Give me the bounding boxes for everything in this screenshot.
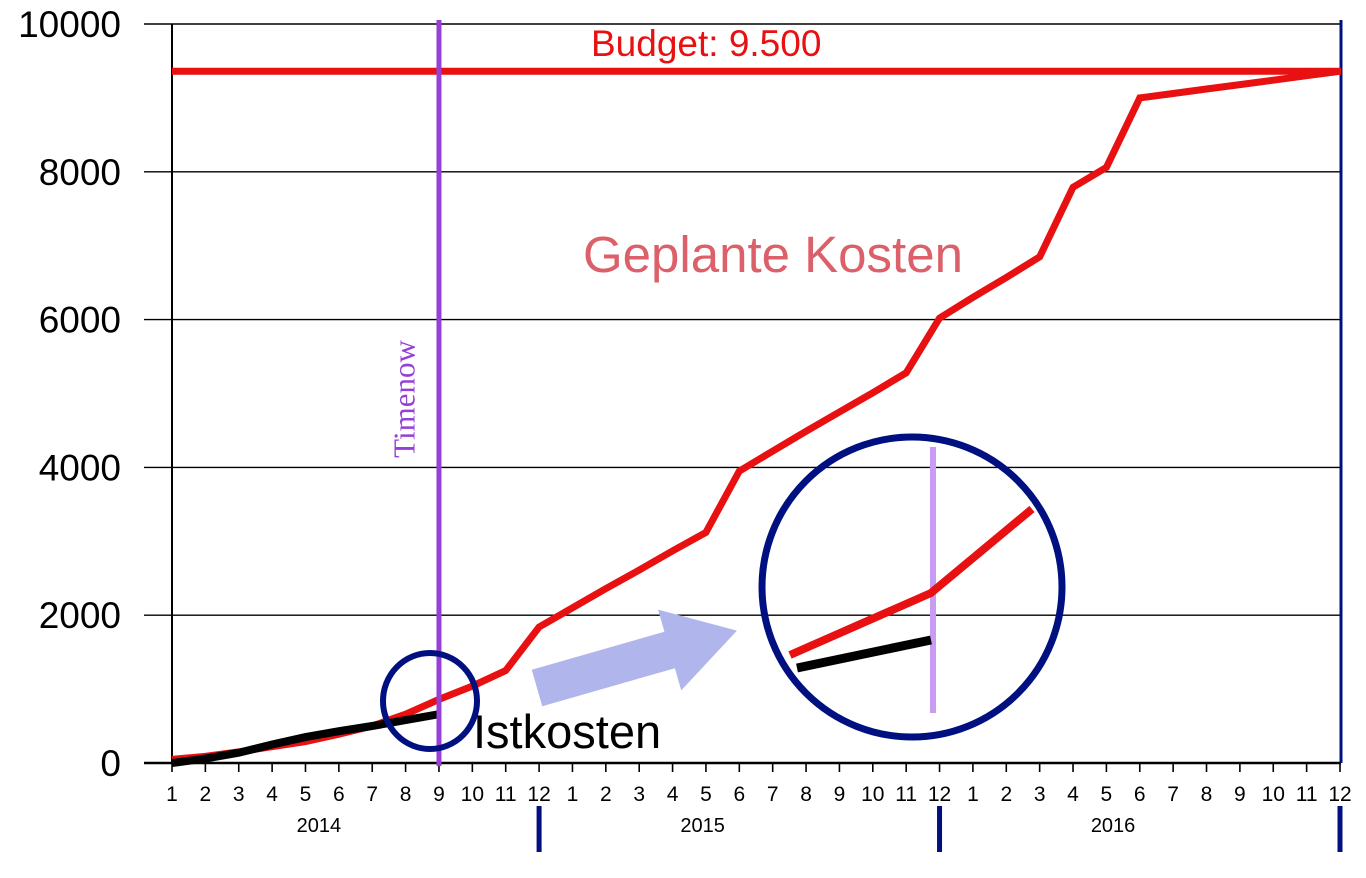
actual-cost-line [171, 710, 440, 767]
y-tick-label: 4000 [39, 447, 121, 488]
year-separator [1337, 806, 1343, 852]
magnifier-arrow-shape [531, 609, 737, 707]
month-label: 2 [600, 783, 612, 806]
month-label: 8 [1201, 783, 1213, 806]
month-label: 7 [366, 783, 378, 806]
month-label: 9 [1234, 783, 1246, 806]
year-separator [536, 806, 542, 852]
month-label: 8 [800, 783, 812, 806]
month-label: 3 [633, 783, 645, 806]
month-label: 7 [1167, 783, 1179, 806]
year-label: 2015 [680, 815, 725, 837]
year-label: 2016 [1091, 815, 1136, 837]
month-label: 12 [928, 783, 951, 806]
month-label: 6 [733, 783, 745, 806]
magnifier-actual-line [796, 635, 932, 673]
month-label: 10 [861, 783, 884, 806]
month-label: 9 [433, 783, 445, 806]
magnifier-arrow-icon [531, 609, 737, 707]
actual-costs-label: Istkosten [473, 705, 662, 758]
planned-cost-line [171, 67, 1341, 763]
month-label: 3 [1034, 783, 1046, 806]
month-label: 11 [1296, 783, 1318, 806]
month-label: 2 [200, 783, 212, 806]
month-label: 1 [166, 783, 178, 806]
month-label: 3 [233, 783, 245, 806]
month-label: 4 [1067, 783, 1079, 806]
month-label: 10 [1262, 783, 1285, 806]
month-label: 5 [300, 783, 312, 806]
month-label: 1 [967, 783, 979, 806]
month-label: 12 [1328, 783, 1351, 806]
y-tick-label: 8000 [39, 152, 121, 193]
detail-magnifier-circle [758, 433, 1066, 741]
month-label: 9 [834, 783, 846, 806]
year-separator [937, 806, 943, 852]
month-label: 5 [1101, 783, 1113, 806]
month-label: 1 [567, 783, 579, 806]
y-tick-label: 10000 [18, 4, 121, 45]
month-label: 11 [895, 783, 917, 806]
detail-source-circle [380, 650, 480, 752]
month-label: 2 [1000, 783, 1012, 806]
budget-label: Budget: 9.500 [591, 23, 822, 64]
month-label: 12 [527, 783, 550, 806]
timenow-label: Timenow [386, 340, 422, 458]
y-tick-label: 6000 [39, 300, 121, 341]
month-label: 6 [333, 783, 345, 806]
month-label: 4 [266, 783, 278, 806]
month-label: 7 [767, 783, 779, 806]
y-tick-label: 2000 [39, 595, 121, 636]
month-label: 10 [461, 783, 484, 806]
planned-costs-label: Geplante Kosten [583, 226, 963, 283]
month-label: 6 [1134, 783, 1146, 806]
year-label: 2014 [297, 815, 342, 837]
magnifier-planned-line [788, 505, 1035, 659]
month-label: 11 [495, 783, 517, 806]
month-label: 4 [667, 783, 679, 806]
month-label: 8 [400, 783, 412, 806]
y-tick-label: 0 [100, 743, 121, 784]
month-label: 5 [700, 783, 712, 806]
